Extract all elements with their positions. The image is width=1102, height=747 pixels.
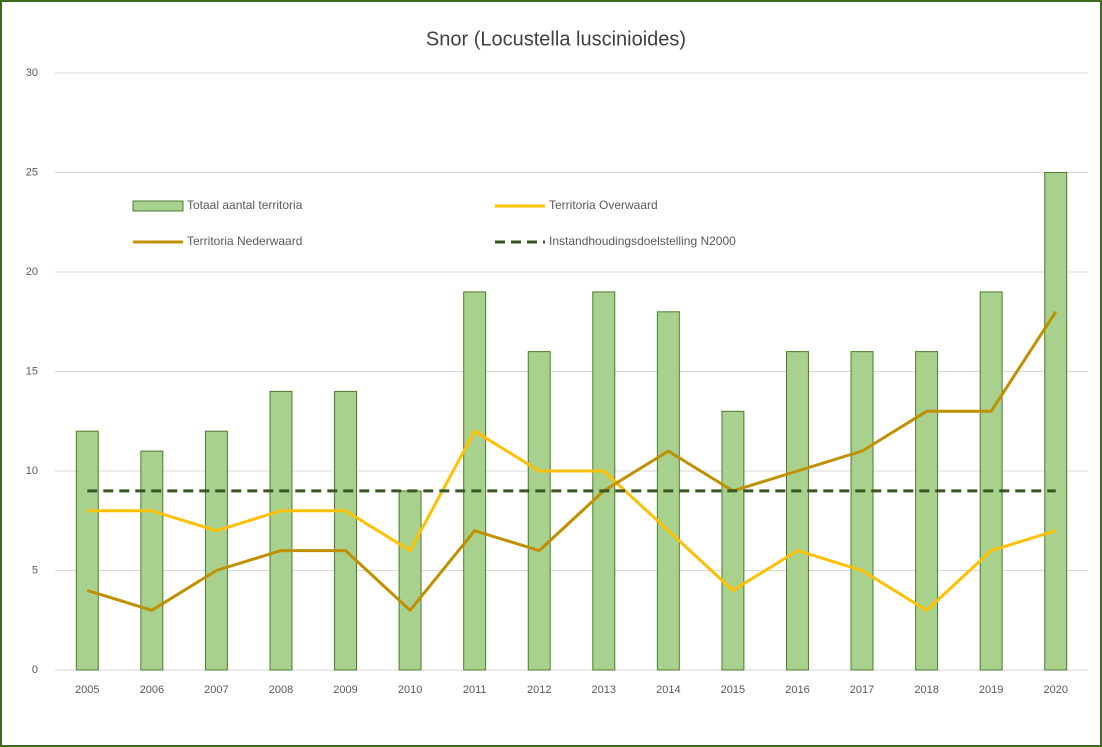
x-tick-label: 2007 [204, 684, 228, 696]
bar [785, 351, 809, 671]
bar [269, 390, 293, 671]
x-tick-label: 2008 [269, 684, 293, 696]
y-tick-label: 20 [26, 266, 38, 278]
bar [850, 351, 874, 671]
x-tick-label: 2017 [850, 684, 874, 696]
bar [915, 351, 939, 671]
bar [979, 291, 1003, 671]
line [87, 429, 1057, 612]
legend-label: Instandhoudingsdoelstelling N2000 [549, 234, 736, 248]
y-tick-label: 25 [26, 166, 38, 178]
bar [204, 430, 228, 671]
x-tick-label: 2010 [398, 684, 422, 696]
x-tick-label: 2013 [592, 684, 616, 696]
chart-title: Snor (Locustella luscinioides) [426, 28, 686, 50]
bar [75, 430, 99, 671]
y-tick-label: 0 [32, 664, 38, 676]
y-tick-label: 5 [32, 564, 38, 576]
bar [140, 450, 164, 671]
y-tick-label: 10 [26, 465, 38, 477]
x-tick-label: 2006 [140, 684, 164, 696]
legend-label: Totaal aantal territoria [187, 198, 303, 212]
x-tick-label: 2014 [656, 684, 680, 696]
y-tick-label: 15 [26, 365, 38, 377]
legend-label: Territoria Nederwaard [187, 234, 302, 248]
x-tick-label: 2018 [914, 684, 938, 696]
x-tick-label: 2016 [785, 684, 809, 696]
line [86, 310, 1057, 612]
bar [398, 490, 422, 671]
bar [721, 410, 745, 671]
x-tick-label: 2015 [721, 684, 745, 696]
legend-swatch [132, 200, 184, 212]
x-tick-label: 2005 [75, 684, 99, 696]
bar [592, 291, 616, 671]
bar [334, 390, 358, 671]
bar [463, 291, 487, 671]
x-tick-label: 2019 [979, 684, 1003, 696]
bar [527, 351, 551, 671]
x-tick-label: 2020 [1043, 684, 1067, 696]
x-tick-label: 2011 [463, 684, 487, 696]
y-tick-label: 30 [26, 67, 38, 79]
bar [1044, 172, 1068, 671]
x-tick-label: 2009 [333, 684, 357, 696]
legend-label: Territoria Overwaard [549, 198, 658, 212]
x-tick-label: 2012 [527, 684, 551, 696]
